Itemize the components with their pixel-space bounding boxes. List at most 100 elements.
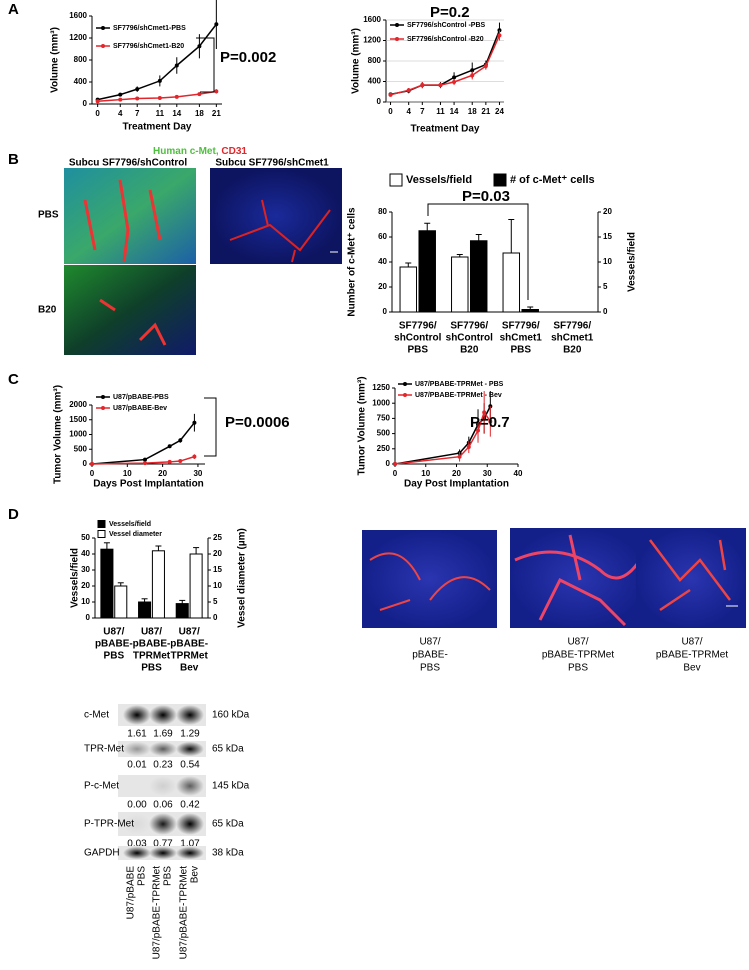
x-tick-label: pBABE- (170, 639, 208, 650)
y-tick-label: 500 (74, 444, 88, 453)
x-tick-label: 4 (118, 109, 123, 118)
series-line (394, 405, 491, 465)
y-tick-label: 800 (368, 56, 382, 65)
point (197, 44, 202, 49)
blot-quant: 0.54 (180, 760, 200, 771)
legend-swatch (101, 44, 105, 48)
legend-swatch (395, 37, 399, 41)
x-tick-label: U87/ (141, 627, 162, 638)
y2-axis-label: Vessels/field (627, 232, 638, 292)
y-tick-label: 1600 (363, 15, 381, 24)
y2-tick-label: 5 (213, 597, 218, 606)
y-tick-label: 0 (86, 613, 91, 622)
x-tick-label: TPRMet (171, 651, 209, 662)
x-tick-label: 18 (195, 109, 204, 118)
panel-label: A (8, 1, 19, 18)
x-tick-label: 30 (193, 469, 202, 478)
series-line (97, 23, 217, 101)
x-tick-label: 30 (483, 469, 492, 478)
x-tick-label: 7 (135, 109, 140, 118)
lane-label: U87/pBABE (126, 866, 137, 920)
blot-size: 160 kDa (212, 710, 250, 721)
blot-label: c-Met (84, 710, 109, 721)
blot-size: 65 kDa (212, 744, 244, 755)
legend-swatch (97, 530, 106, 538)
y-tick-label: 60 (378, 232, 387, 241)
bar (399, 266, 418, 313)
micrograph-caption: pBABE-TPRMet (542, 650, 614, 661)
blot-band (149, 705, 177, 725)
micrograph (64, 168, 196, 264)
legend-swatch (403, 393, 407, 397)
blot-size: 145 kDa (212, 781, 250, 792)
bar (469, 240, 488, 313)
x-tick-label: 14 (450, 107, 459, 116)
x-tick-label: TPRMet (133, 651, 171, 662)
point (197, 92, 202, 97)
blot-band (123, 705, 151, 725)
point (142, 457, 147, 462)
legend-label: Vessels/field (109, 521, 151, 528)
legend-label: U87/PBABE-TPRMet - Bev (415, 392, 502, 399)
bar (451, 256, 469, 313)
y2-tick-label: 20 (213, 549, 222, 558)
bracket (204, 397, 217, 457)
point (178, 459, 183, 464)
y-tick-label: 1250 (372, 383, 390, 392)
blot-quant: 0.00 (127, 800, 147, 811)
x-tick-label: Bev (180, 663, 199, 674)
legend-label: Vessels/field (406, 174, 472, 186)
y-tick-label: 40 (81, 549, 90, 558)
stain-green: Human c-Met, (153, 146, 219, 157)
y-axis-label: Number of c-Met⁺ cells (347, 207, 358, 317)
bar (502, 252, 521, 313)
panel-label: D (8, 506, 19, 523)
y-tick-label: 0 (83, 99, 88, 108)
legend-swatch (389, 173, 403, 187)
point (406, 88, 411, 93)
y-axis-label: Tumor Volume (mm³) (357, 376, 368, 475)
y2-axis-label: Vessel diameter (µm) (237, 528, 248, 628)
point (483, 64, 488, 69)
blot-label: P-TPR-Met (84, 819, 134, 830)
x-tick-label: 14 (172, 109, 181, 118)
y2-tick-label: 0 (603, 307, 608, 316)
point (174, 63, 179, 68)
x-tick-label: shCmet1 (500, 333, 543, 344)
y-axis-label: Volume (mm³) (351, 28, 362, 94)
y2-tick-label: 15 (603, 232, 612, 241)
point (470, 73, 475, 78)
point (118, 97, 123, 102)
point (476, 428, 481, 433)
blot-size: 38 kDa (212, 848, 244, 859)
point (118, 92, 123, 97)
micrograph (64, 265, 196, 355)
stain-label: Human c-Met, CD31 (153, 146, 247, 157)
point (452, 80, 457, 85)
p-value: P=0.0006 (225, 414, 290, 431)
legend-label: # of c-Met⁺ cells (510, 174, 595, 186)
x-tick-label: shControl (446, 333, 493, 344)
column-label: Subcu SF7796/shCmet1 (215, 158, 329, 169)
legend-label: U87/pBABE-PBS (113, 394, 169, 401)
p-value: P=0.7 (470, 414, 510, 431)
row-label: B20 (38, 305, 57, 316)
y-tick-label: 1200 (69, 33, 87, 42)
legend-label: SF7796/shControl -PBS (407, 22, 486, 29)
y2-tick-label: 20 (603, 207, 612, 216)
x-tick-label: 10 (123, 469, 132, 478)
x-tick-label: 0 (393, 469, 398, 478)
series-line (390, 35, 501, 96)
legend-label: U87/pBABE-Bev (113, 405, 167, 412)
point (470, 68, 475, 73)
y-tick-label: 1600 (69, 11, 87, 20)
micrograph (510, 528, 646, 628)
legend-swatch (101, 26, 105, 30)
point (452, 75, 457, 80)
x-axis-label: Day Post Implantation (404, 479, 509, 490)
x-tick-label: SF7796/ (553, 321, 591, 332)
y-axis-label: Tumor Volume (mm³) (53, 385, 64, 484)
row-label: PBS (38, 210, 59, 221)
point (457, 454, 462, 459)
